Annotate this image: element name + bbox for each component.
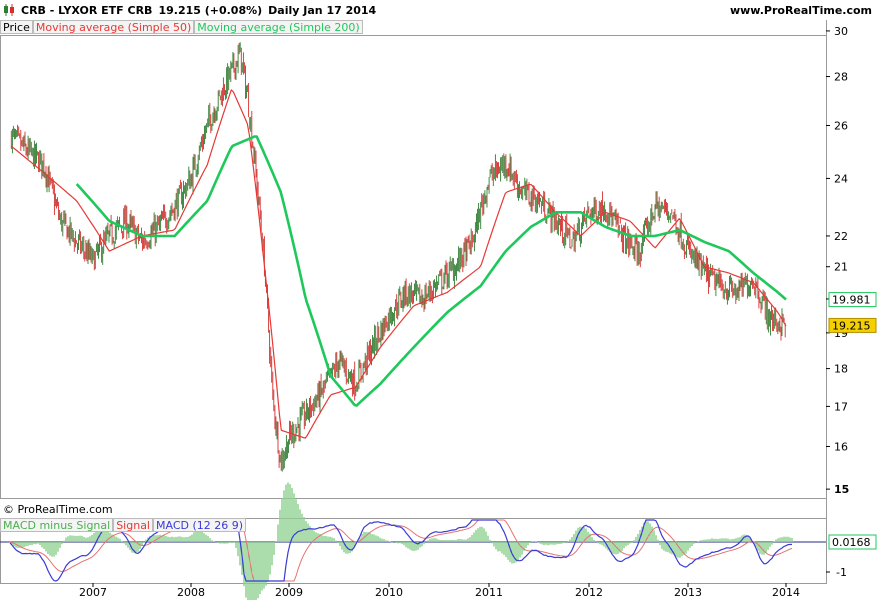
macd-legend: MACD minus Signal Signal MACD (12 26 9) [0,518,247,532]
legend-ma50[interactable]: Moving average (Simple 50) [32,20,195,34]
y-tick-label: 28 [834,71,848,84]
site-link[interactable]: www.ProRealTime.com [729,4,872,17]
x-tick-label: 2014 [772,586,800,599]
y-tick-label: 21 [834,261,848,274]
y-tick-label: 17 [834,400,848,413]
y-tick-label: 22 [834,230,848,243]
ma50-line [10,89,787,439]
x-tick-label: 2013 [674,586,702,599]
last-price-box [828,317,877,333]
legend-ma200[interactable]: Moving average (Simple 200) [194,20,363,34]
x-tick-label: 2007 [79,586,107,599]
macd-value-box [828,534,877,550]
legend-price[interactable]: Price [0,20,33,34]
x-tick-label: 2011 [475,586,503,599]
x-tick-label: 2008 [177,586,205,599]
legend-macd-hist[interactable]: MACD minus Signal [0,518,114,532]
macd-y-tick-label: -1 [836,566,847,579]
symbol-title: CRB - LYXOR ETF CRB [21,3,153,17]
legend-macd-signal[interactable]: Signal [113,518,153,532]
x-tick-label: 2012 [575,586,603,599]
macd-value-label: 0.0168 [832,536,871,549]
legend-macd-line[interactable]: MACD (12 26 9) [153,518,247,532]
x-tick-label: 2009 [275,586,303,599]
x-axis: 2007 2008 2009 2010 2011 2012 2013 2014 [79,583,800,599]
y-tick-label: 30 [834,25,848,38]
y-tick-label: 26 [834,120,848,133]
header-left: CRB - LYXOR ETF CRB 19.215 (+0.08%) Dail… [3,3,376,17]
period-text: Daily Jan 17 2014 [268,3,377,17]
ma200-value-label: 19.981 [832,294,871,307]
x-tick-label: 2010 [375,586,403,599]
last-price-text: 19.215 (+0.08%) [158,3,263,17]
macd-line [9,519,793,582]
y-tick-label: 18 [834,363,848,376]
copyright-text: © ProRealTime.com [3,503,113,516]
y-tick-label: 15 [834,483,849,496]
ma200-value-box [828,292,877,308]
y-tick-label: 16 [834,440,848,453]
y-tick-label: 24 [834,172,848,185]
price-candles [10,42,786,472]
candlestick-icon [4,4,14,16]
macd-signal-line [9,519,793,582]
price-legend: Price Moving average (Simple 50) Moving … [0,20,363,34]
ma200-line [75,135,787,407]
last-price-label: 19.215 [832,319,871,332]
chart-header: CRB - LYXOR ETF CRB 19.215 (+0.08%) Dail… [0,0,880,20]
